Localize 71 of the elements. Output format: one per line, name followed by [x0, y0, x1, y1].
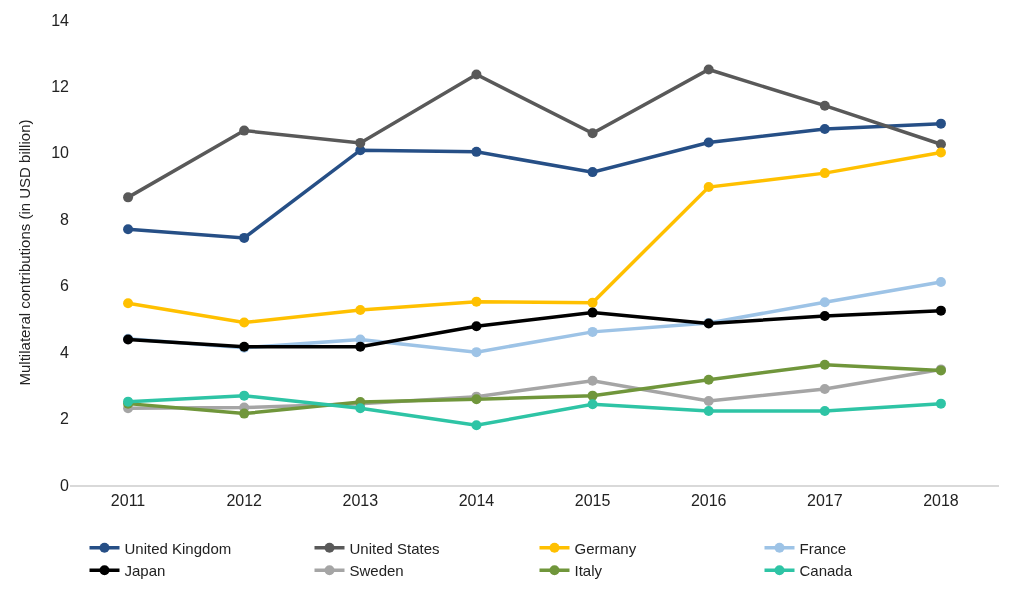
y-axis-title: Multilateral contributions (in USD billion): [16, 119, 33, 386]
point: [355, 341, 366, 352]
x-tick-label: 2018: [923, 492, 959, 510]
point: [471, 347, 482, 358]
point: [703, 137, 714, 148]
x-tick-label: 2011: [110, 492, 146, 510]
point: [355, 403, 366, 414]
point: [935, 398, 946, 409]
point: [819, 384, 830, 395]
point: [123, 192, 134, 203]
point: [587, 326, 598, 337]
y-tick-label: 14: [51, 11, 70, 29]
x-tick-label: 2017: [807, 492, 843, 510]
point: [123, 298, 134, 309]
y-tick-label: 6: [60, 277, 70, 295]
point: [819, 297, 830, 308]
point: [587, 297, 598, 308]
point: [819, 123, 830, 134]
x-tick-label: 2012: [226, 492, 263, 510]
x-tick-label: 2014: [458, 492, 495, 510]
point: [587, 399, 598, 410]
point: [703, 395, 714, 406]
point: [587, 375, 598, 386]
point: [587, 167, 598, 178]
y-tick-label: 10: [51, 144, 70, 162]
point: [239, 408, 250, 419]
point: [123, 224, 134, 235]
point: [935, 305, 946, 316]
point: [355, 137, 366, 148]
point: [239, 125, 250, 136]
x-tick-label: 2015: [574, 492, 611, 510]
legend-label: United States: [349, 539, 440, 557]
x-tick-label: 2016: [690, 492, 727, 510]
point: [703, 182, 714, 193]
y-tick-label: 8: [60, 210, 70, 228]
legend-label: Sweden: [349, 562, 404, 580]
point: [471, 146, 482, 157]
point: [819, 310, 830, 321]
point: [587, 307, 598, 318]
point: [703, 374, 714, 385]
point: [935, 147, 946, 158]
point: [587, 390, 598, 401]
y-tick-label: 2: [60, 410, 70, 428]
point: [471, 296, 482, 307]
point: [703, 405, 714, 416]
point: [239, 390, 250, 401]
point: [587, 128, 598, 139]
point: [819, 168, 830, 179]
legend-label: Italy: [574, 562, 603, 580]
y-tick-label: 12: [51, 78, 70, 96]
legend-label: United Kingdom: [124, 539, 232, 557]
point: [471, 321, 482, 332]
point: [355, 304, 366, 315]
point: [819, 100, 830, 111]
point: [471, 420, 482, 431]
y-tick-label: 0: [60, 476, 70, 494]
legend-label: Japan: [124, 562, 166, 580]
point: [935, 277, 946, 288]
y-tick-label: 4: [60, 343, 70, 361]
point: [819, 405, 830, 416]
point: [471, 69, 482, 80]
point: [239, 232, 250, 243]
point: [703, 64, 714, 75]
legend-label: France: [799, 539, 847, 557]
x-tick-label: 2013: [342, 492, 379, 510]
point: [935, 139, 946, 150]
point: [935, 118, 946, 129]
point: [239, 317, 250, 328]
point: [819, 359, 830, 370]
legend-label: Canada: [799, 562, 853, 580]
legend-label: Germany: [574, 539, 637, 557]
